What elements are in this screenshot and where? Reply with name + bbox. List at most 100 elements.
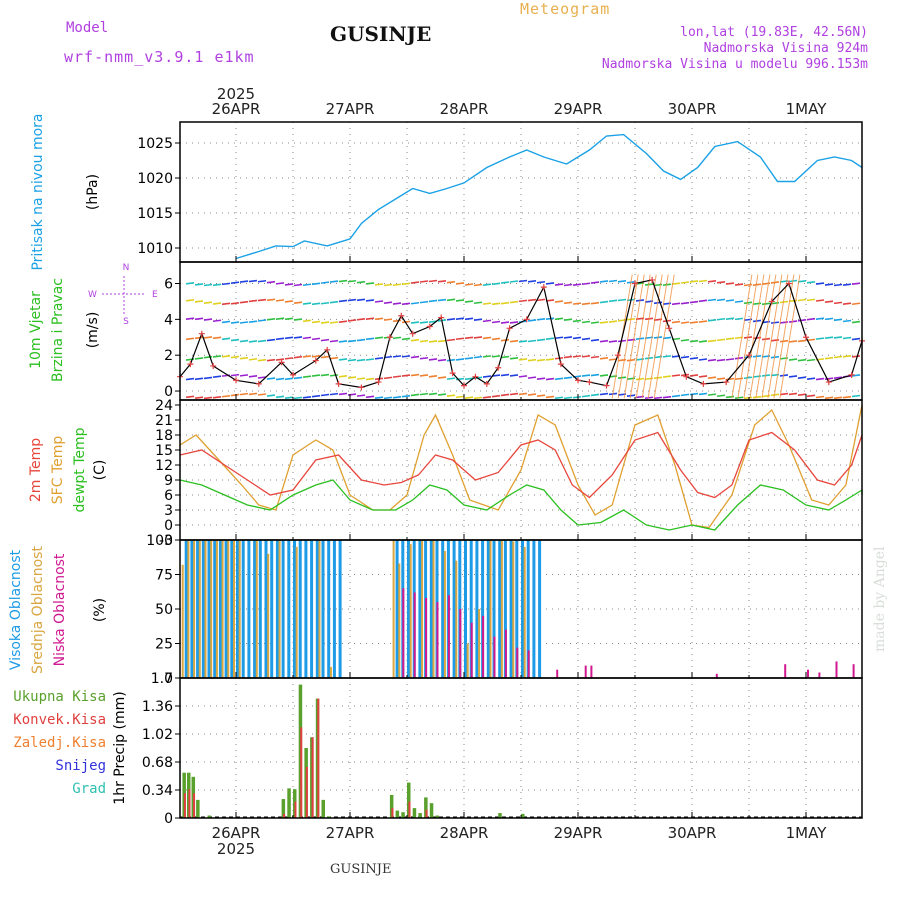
wind-arrow [473, 336, 483, 339]
y-tick-label: 1010 [137, 241, 173, 257]
wind-arrow [302, 302, 312, 305]
wind-arrow [257, 298, 267, 302]
wind-arrow [671, 320, 681, 324]
wind-arrow [698, 320, 708, 323]
cloud-high-bar [464, 540, 467, 678]
cloud-high-bar [441, 540, 445, 678]
wind-arrow [788, 340, 798, 343]
cloud-low-bar [818, 672, 821, 678]
wind-arrow [356, 298, 366, 302]
precip-total-bar [321, 799, 325, 818]
wind-arrow [419, 300, 429, 304]
cloud-low-bar [715, 673, 718, 678]
cloud-mid-bar [193, 540, 196, 678]
wind-arrow [833, 396, 843, 400]
wind-arrow [482, 355, 492, 358]
precip-axis-label: 1hr Precip (mm) [112, 691, 128, 804]
wind-arrow [239, 356, 249, 360]
wind-arrow [212, 336, 222, 340]
wind-arrow [491, 302, 501, 306]
cloud-high-bar [486, 540, 490, 678]
y-tick-label: 1.7 [151, 671, 173, 687]
wind-arrow [266, 377, 276, 380]
wind-arrow [842, 355, 852, 358]
wind-arrow [203, 396, 213, 400]
wind-arrow [707, 339, 717, 343]
wind-arrow [419, 392, 429, 396]
wind-arrow [203, 283, 213, 287]
wind-arrow [599, 339, 609, 343]
wind-arrow [536, 280, 546, 284]
wind-arrow [716, 338, 726, 342]
x-tick-label: 1MAY [786, 100, 828, 118]
wind-arrow [347, 339, 357, 343]
wind-arrow [788, 358, 798, 361]
wind-speed-marker [187, 361, 194, 368]
cloud-high-bar [526, 540, 530, 678]
wind-arrow [518, 340, 528, 343]
cloud-high-bar [418, 540, 422, 678]
precip-conv-bar [193, 793, 196, 818]
wind-speed-marker [233, 377, 239, 384]
wind-arrow [356, 318, 366, 321]
chart-subtitle: Meteogram [520, 0, 611, 18]
wind-arrow [257, 358, 267, 362]
wind-arrow [311, 394, 321, 398]
wind-arrow [554, 396, 564, 400]
wind-arrow [347, 298, 357, 302]
cloud-low-bar [527, 650, 530, 678]
wind-arrow [293, 336, 303, 339]
wind-arrow [527, 339, 537, 343]
wind-arrow [365, 337, 375, 341]
x-year-label: 2025 [217, 85, 255, 103]
y-tick-label: 1020 [137, 171, 173, 187]
cloud-high-bar [492, 540, 496, 678]
wind-arrow [698, 358, 708, 361]
wind-arrow [392, 375, 402, 378]
wind-arrow [617, 280, 627, 283]
precip-total-bar [521, 813, 525, 818]
wind-speed-marker [768, 298, 775, 305]
wind-arrow [275, 395, 285, 399]
wind-arrow [680, 301, 690, 305]
wind-arrow [203, 301, 213, 304]
y-tick-label: 6 [164, 277, 173, 293]
wind-arrow [482, 395, 492, 399]
wind-arrow [446, 394, 456, 397]
wind-arrow [797, 393, 807, 396]
precip-legend-item: Ukupna Kisa [13, 689, 106, 705]
wind-arrow [545, 377, 555, 381]
wind-arrow [239, 374, 249, 377]
wind-arrow [671, 394, 681, 398]
wind-arrow [239, 339, 249, 343]
wind-arrow [293, 283, 303, 287]
wind-arrow [581, 337, 591, 341]
wind-arrow [689, 321, 699, 324]
wind-arrow [545, 282, 555, 285]
wind-arrow [446, 318, 456, 321]
wind-arrow [680, 393, 690, 397]
precip-total-bar [207, 815, 211, 818]
y-tick-label: 1025 [137, 136, 173, 152]
wind-arrow [716, 377, 726, 380]
dewpt-line [179, 479, 863, 531]
wind-arrow [194, 317, 204, 321]
wind-arrow [356, 377, 366, 380]
wind-arrow [671, 374, 681, 377]
wind-arrow [383, 318, 393, 321]
wind-speed-marker [506, 325, 513, 332]
wind-arrow [329, 300, 339, 304]
wind-arrow [338, 299, 348, 303]
wind-arrow [491, 374, 501, 377]
wind-arrow [599, 392, 609, 396]
wind-arrow [707, 319, 717, 322]
compass-n: N [123, 263, 130, 273]
wind-arrow [320, 393, 330, 397]
wind-arrow [392, 319, 402, 323]
wind-arrow [194, 283, 204, 286]
wind-arrow [464, 336, 474, 340]
cloud-low-bar [425, 597, 428, 678]
wind-arrow [626, 358, 636, 362]
wind-arrow [563, 318, 573, 321]
wind-arrow [365, 377, 375, 381]
